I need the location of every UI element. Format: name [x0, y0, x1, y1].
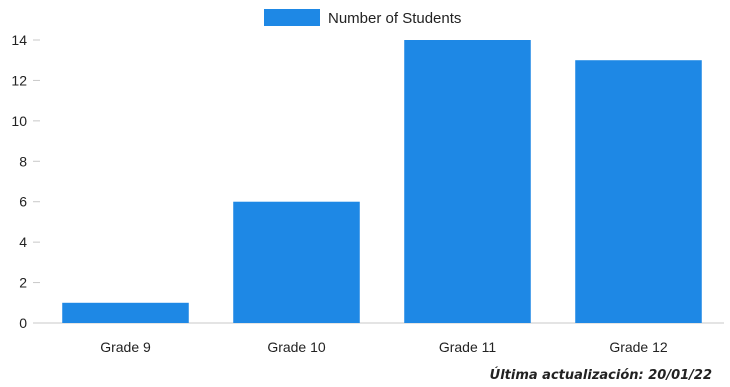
- legend-label: Number of Students: [328, 10, 461, 27]
- x-tick-label: Grade 9: [100, 339, 151, 355]
- x-tick-label: Grade 12: [609, 339, 668, 355]
- bars: [62, 40, 702, 323]
- legend-swatch: [264, 9, 320, 26]
- y-tick-label: 10: [11, 113, 27, 129]
- x-axis: Grade 9 Grade 10 Grade 11 Grade 12: [100, 339, 668, 355]
- last-updated-note: Última actualización: 20/01/22: [489, 368, 712, 383]
- y-tick-label: 8: [19, 153, 27, 169]
- y-axis: 0 2 4 6 8 10 12 14: [11, 32, 40, 331]
- y-tick-label: 6: [19, 194, 27, 210]
- bar-grade-11: [404, 40, 531, 323]
- y-tick-label: 12: [11, 72, 27, 88]
- x-tick-label: Grade 10: [267, 339, 326, 355]
- bar-grade-12: [575, 60, 702, 323]
- x-tick-label: Grade 11: [439, 339, 497, 355]
- y-tick-label: 2: [19, 275, 27, 291]
- bar-grade-9: [62, 302, 189, 323]
- y-tick-label: 14: [11, 32, 27, 48]
- legend: Number of Students: [264, 9, 461, 27]
- y-tick-label: 4: [19, 234, 27, 250]
- y-tick-label: 0: [19, 315, 27, 331]
- bar-grade-10: [233, 201, 360, 323]
